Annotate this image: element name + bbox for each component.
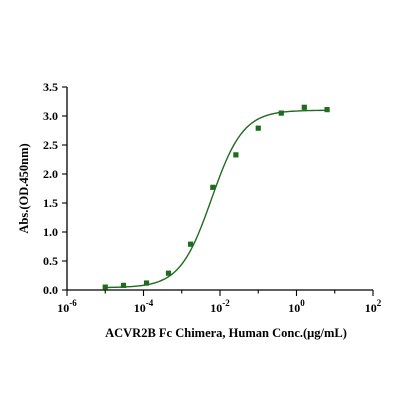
data-point — [278, 110, 284, 116]
x-tick-exponent: 0 — [300, 298, 305, 308]
data-point — [210, 184, 216, 190]
x-tick-label: 102 — [365, 298, 382, 315]
y-tick-label: 0.5 — [43, 254, 58, 268]
x-tick-label: 10-2 — [210, 298, 230, 315]
y-tick-label: 2.0 — [43, 167, 58, 181]
data-point — [255, 125, 261, 131]
x-tick-exponent: -4 — [146, 298, 154, 308]
x-tick-exponent: -2 — [222, 298, 230, 308]
y-tick-label: 3.5 — [43, 80, 58, 94]
x-tick-base: 10 — [365, 301, 377, 315]
x-tick-label: 10-4 — [134, 298, 154, 315]
y-tick-label: 1.0 — [43, 225, 58, 239]
y-tick-label: 2.5 — [43, 138, 58, 152]
x-tick-base: 10 — [134, 301, 146, 315]
data-point — [143, 280, 150, 286]
x-tick-label: 100 — [288, 298, 305, 315]
x-tick-base: 10 — [288, 301, 300, 315]
data-point — [120, 282, 127, 288]
x-tick-base: 10 — [57, 301, 69, 315]
data-point — [301, 104, 307, 110]
x-tick-label: 10-6 — [57, 298, 77, 315]
x-tick-exponent: 2 — [377, 298, 382, 308]
y-tick-label: 1.5 — [43, 196, 58, 210]
fit-curve — [105, 109, 328, 289]
data-point — [102, 284, 108, 290]
x-tick-base: 10 — [210, 301, 222, 315]
data-point — [324, 107, 330, 113]
y-axis-title: Abs.(OD.450nm) — [17, 143, 31, 233]
y-tick-label: 0.0 — [43, 283, 58, 297]
y-tick-label: 3.0 — [43, 109, 58, 123]
data-point — [233, 152, 239, 158]
data-point — [187, 241, 194, 247]
x-tick-exponent: -6 — [69, 298, 77, 308]
x-axis-title: ACVR2B Fc Chimera, Human Conc.(μg/mL) — [105, 326, 347, 340]
data-point — [165, 270, 172, 276]
